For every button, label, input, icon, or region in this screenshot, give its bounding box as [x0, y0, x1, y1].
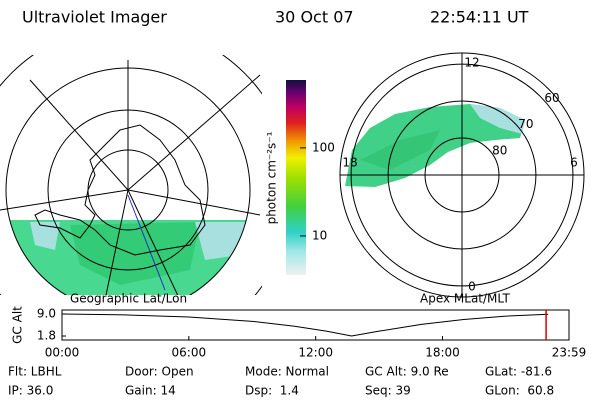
- y-tick-label: 9.0: [37, 306, 56, 320]
- mlt-label: 18: [342, 156, 357, 170]
- mlt-label: 0: [468, 280, 476, 294]
- geo-map-label: Geographic Lat/Lon: [70, 292, 187, 306]
- altitude-line: [61, 313, 549, 337]
- altitude-ylabel: GC Alt: [11, 306, 25, 344]
- x-tick-label: 00:00: [45, 346, 80, 360]
- title: Ultraviolet Imager: [22, 8, 167, 27]
- info-field: GLat: -81.6: [485, 365, 552, 379]
- info-field: GC Alt: 9.0 Re: [365, 365, 449, 379]
- x-tick-label: 06:00: [172, 346, 207, 360]
- colorbar-label: photon cm⁻²s⁻¹: [265, 131, 279, 224]
- y-tick-label: 1.8: [37, 329, 56, 343]
- info-field: Door: Open: [125, 365, 194, 379]
- info-field: Flt: LBHL: [8, 365, 62, 379]
- info-field: Seq: 39: [365, 384, 411, 398]
- x-tick-label: 18:00: [425, 346, 460, 360]
- time: 22:54:11 UT: [430, 8, 529, 27]
- mlt-label: 6: [570, 156, 578, 170]
- info-field: Dsp: 1.4: [245, 384, 299, 398]
- lat-label: 70: [518, 117, 533, 131]
- x-tick-label: 23:59: [552, 346, 587, 360]
- info-field: Gain: 14: [125, 384, 176, 398]
- info-field: Mode: Normal: [245, 365, 329, 379]
- colorbar-tick-label: 100: [312, 140, 335, 154]
- info-panel: Flt: LBHL Door: Open Mode: Normal GC Alt: 9…: [8, 365, 554, 398]
- lat-label: 60: [544, 91, 559, 105]
- geo-map: [0, 55, 262, 295]
- lat-label: 80: [492, 143, 507, 157]
- x-tick-label: 12:00: [298, 346, 333, 360]
- info-field: IP: 36.0: [8, 384, 53, 398]
- colorbar: [286, 80, 306, 275]
- mlt-label: 12: [464, 56, 479, 70]
- info-field: GLon: 60.8: [485, 384, 554, 398]
- colorbar-tick-label: 10: [312, 228, 327, 242]
- date: 30 Oct 07: [275, 8, 354, 27]
- polar-map: [345, 104, 525, 187]
